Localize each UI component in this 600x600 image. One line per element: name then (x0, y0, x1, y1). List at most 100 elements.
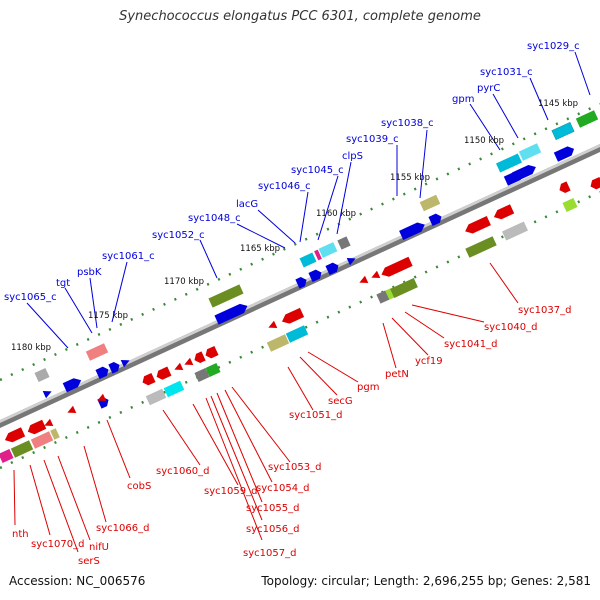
reverse-gene-arrow (142, 372, 156, 386)
gene-label: syc1065_c (4, 292, 57, 303)
gene-label: syc1070_d (31, 539, 84, 550)
forward-gene-arrow (503, 170, 525, 186)
reverse-gene-arrow (205, 345, 219, 359)
gene-label: nifU (89, 542, 109, 553)
gene-label: pyrC (477, 83, 500, 94)
forward-gene-arrow (42, 391, 52, 399)
tick-label: 1150 kbp (464, 136, 504, 146)
tick-label: 1165 kbp (240, 244, 280, 254)
feature-block (266, 334, 290, 352)
forward-gene-arrow (553, 146, 575, 162)
gene-label: psbK (77, 267, 102, 278)
feature-block (50, 428, 60, 440)
feature-block (145, 388, 167, 406)
forward-gene-arrow (108, 362, 120, 374)
gene-label: gpm (452, 94, 474, 105)
gene-label: syc1060_d (156, 466, 209, 477)
reverse-gene-arrow (184, 357, 194, 365)
feature-block (314, 249, 322, 261)
tick-label: 1160 kbp (316, 209, 356, 219)
feature-block (163, 380, 185, 398)
gene-label: syc1052_c (152, 230, 205, 241)
gene-label: syc1031_c (480, 67, 533, 78)
feature-block (285, 325, 309, 343)
gene-label: syc1039_c (346, 134, 399, 145)
gene-label: syc1038_c (381, 118, 434, 129)
feature-block (385, 288, 395, 300)
gene-label: syc1055_d (246, 503, 299, 514)
feature-block (299, 252, 317, 268)
feature-block (0, 448, 14, 464)
forward-gene-arrow (308, 269, 322, 283)
gene-label: syc1037_d (518, 305, 571, 316)
gene-label: ycf19 (415, 356, 443, 367)
feature-block (318, 242, 338, 258)
reverse-gene-labels: syc1037_d syc1040_d syc1041_d ycf19 petN… (12, 305, 571, 567)
reverse-genes (4, 176, 600, 443)
feature-blocks (0, 110, 599, 464)
gene-label: syc1061_c (102, 251, 155, 262)
forward-gene-arrow (295, 277, 307, 289)
forward-leader-lines (26, 51, 591, 349)
reverse-gene-arrow (156, 366, 172, 380)
forward-gene-arrow (62, 378, 82, 393)
reverse-gene-arrow (465, 216, 491, 234)
feature-block (205, 362, 221, 378)
reverse-gene-arrow (4, 427, 26, 443)
feature-block (575, 110, 599, 128)
gene-label: pgm (357, 382, 379, 393)
feature-block (337, 236, 351, 250)
tick-label: 1145 kbp (538, 99, 578, 109)
reverse-gene-arrow (590, 176, 600, 190)
feature-block (390, 278, 418, 298)
forward-gene-arrow (428, 213, 442, 227)
gene-label: clpS (342, 151, 363, 162)
feature-block (465, 236, 497, 258)
gene-label: syc1059_d (204, 486, 257, 497)
reverse-leader-lines (13, 262, 519, 553)
forward-gene-labels: syc1029_c syc1031_c pyrC gpm syc1038_c s… (4, 41, 580, 303)
scale-ticks: 1145 kbp 1150 kbp 1155 kbp 1160 kbp 1165… (11, 99, 578, 353)
reverse-gene-arrow (282, 307, 305, 324)
genome-summary: Topology: circular; Length: 2,696,255 bp… (261, 574, 591, 588)
forward-gene-arrow (399, 222, 425, 240)
reverse-gene-arrow (174, 362, 184, 370)
gene-label: syc1041_d (444, 339, 497, 350)
forward-gene-arrow (214, 303, 248, 325)
feature-block (551, 121, 575, 141)
forward-gene-arrow (120, 360, 130, 368)
reverse-gene-arrow (268, 320, 278, 328)
feature-block (85, 343, 109, 361)
feature-block (419, 194, 441, 212)
reverse-gene-arrow (371, 270, 381, 278)
gene-label: syc1040_d (484, 322, 537, 333)
genome-title: Synechococcus elongatus PCC 6301, comple… (119, 9, 481, 24)
gene-label: syc1053_d (268, 462, 321, 473)
gene-label: syc1054_d (256, 483, 309, 494)
tick-label: 1175 kbp (88, 311, 128, 321)
gene-label: syc1051_d (289, 410, 342, 421)
gene-label: cobS (127, 481, 151, 492)
reverse-gene-arrow (67, 405, 77, 413)
reverse-gene-arrow (493, 204, 515, 220)
gene-label: syc1066_d (96, 523, 149, 534)
reverse-gene-arrow (359, 275, 369, 283)
tick-label: 1170 kbp (164, 277, 204, 287)
reverse-gene-arrow (97, 393, 107, 401)
gene-label: syc1057_d (243, 548, 296, 559)
forward-gene-arrow (325, 262, 339, 276)
feature-block (376, 290, 390, 304)
gene-label: nth (12, 529, 29, 540)
gene-label: syc1045_c (291, 165, 344, 176)
feature-block (502, 221, 528, 241)
gene-label: tgt (56, 278, 70, 289)
reverse-gene-arrow (27, 419, 47, 435)
feature-block (194, 367, 210, 383)
feature-block (34, 367, 50, 383)
gene-label: syc1046_c (258, 181, 311, 192)
reverse-gene-arrow (381, 256, 413, 277)
feature-block (518, 143, 542, 161)
reverse-gene-arrow (194, 351, 206, 363)
gene-label: secG (328, 396, 353, 407)
